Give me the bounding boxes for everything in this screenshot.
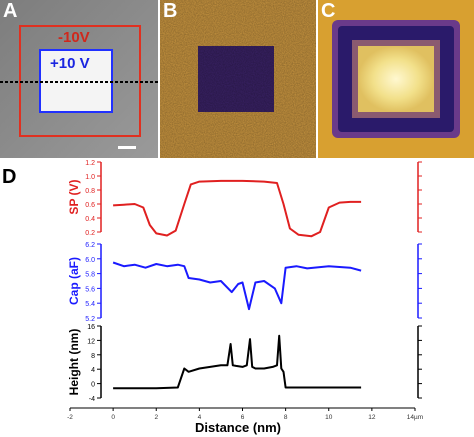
subplot-sp: 0.2 0.4 0.6 0.8 1.0 1.2 SP (V) [67,160,422,238]
panel-a-letter: A [3,0,18,22]
inner-box-label: +10 V [50,55,90,72]
x-tick-label: -2 [67,414,73,421]
x-tick-label: 0 [111,414,115,421]
cap-y-tick-label: 6.2 [85,242,95,249]
x-tick-label: 2 [154,414,158,421]
cap-y-tick-label: 6.0 [85,257,95,264]
cap-y-tick-label: 5.2 [85,316,95,323]
height-y-axis-label: Height (nm) [67,329,81,396]
cap-y-tick-label: 5.8 [85,272,95,279]
height-y-tick-label: 0 [91,382,95,389]
sp-y-tick-label: 0.6 [85,202,95,209]
x-tick-label: 12 [368,414,376,421]
panel-a-graphic [0,0,158,158]
panel-b-letter: B [163,0,178,22]
bright-square [358,46,434,112]
height-series-line [113,334,362,390]
cap-y-axis-label: Cap (aF) [67,257,81,305]
x-tick-label: 8 [284,414,288,421]
outer-box-label: -10V [58,29,90,46]
panel-b-image: B [160,0,316,158]
height-y-tick-label: 8 [91,353,95,360]
height-y-tick-label: -4 [89,396,95,403]
subplot-height: -4 0 4 8 12 16 Height (nm) [67,324,422,403]
x-tick-label: 6 [241,414,245,421]
sp-y-tick-label: 0.8 [85,188,95,195]
height-y-tick-label: 12 [87,338,95,345]
sp-series-line [113,179,362,238]
x-axis-label: Distance (nm) [195,420,281,435]
panel-c-graphic [318,0,474,158]
x-axis: -2 0 2 4 6 8 10 12 14µm [67,407,423,421]
panel-c-image: C [318,0,474,158]
panel-a-image: A -10V +10 V [0,0,158,158]
sp-y-tick-label: 1.2 [85,160,95,167]
x-tick-label: 14µm [407,414,423,421]
sp-y-tick-label: 1.0 [85,174,95,181]
sp-y-tick-label: 0.2 [85,230,95,237]
cap-y-tick-label: 5.4 [85,301,95,308]
x-tick-label: 4 [198,414,202,421]
x-tick-label: 10 [325,414,333,421]
cap-y-tick-label: 5.6 [85,286,95,293]
scale-bar [118,146,136,149]
panel-d-letter: D [2,166,17,188]
panel-b-graphic [160,0,316,158]
subplot-cap: 5.2 5.4 5.6 5.8 6.0 6.2 Cap (aF) [67,242,422,323]
height-y-tick-label: 4 [91,367,95,374]
height-y-tick-label: 16 [87,324,95,331]
sp-y-axis-label: SP (V) [67,179,81,214]
sp-y-tick-label: 0.4 [85,216,95,223]
panel-c-letter: C [321,0,336,22]
cap-series-line [112,261,362,311]
